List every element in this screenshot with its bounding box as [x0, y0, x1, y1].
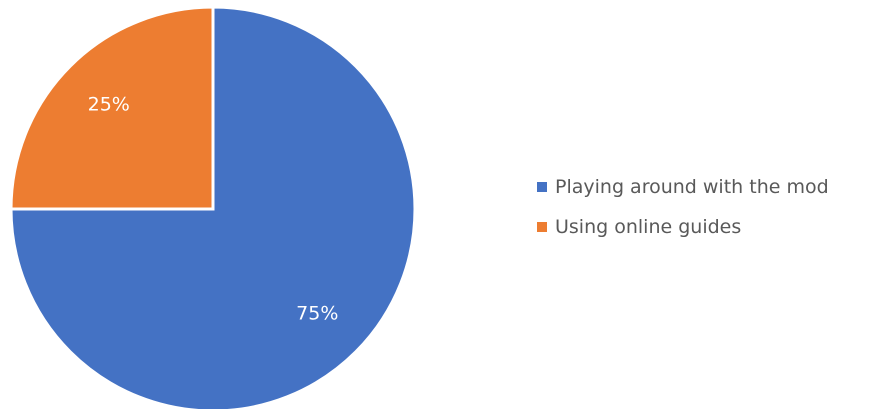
- legend-label-playing-around: Playing around with the mod: [555, 176, 829, 198]
- legend-item-playing-around: Playing around with the mod: [537, 172, 829, 202]
- legend-swatch-online-guides: [537, 222, 547, 232]
- legend-label-online-guides: Using online guides: [555, 216, 742, 238]
- data-label-online-guides: 25%: [88, 94, 130, 116]
- chart-legend: Playing around with the mod Using online…: [537, 172, 829, 252]
- pie-slice-online-guides: [9, 5, 215, 211]
- data-label-playing-around: 75%: [296, 302, 338, 324]
- legend-item-online-guides: Using online guides: [537, 212, 829, 242]
- legend-swatch-playing-around: [537, 182, 547, 192]
